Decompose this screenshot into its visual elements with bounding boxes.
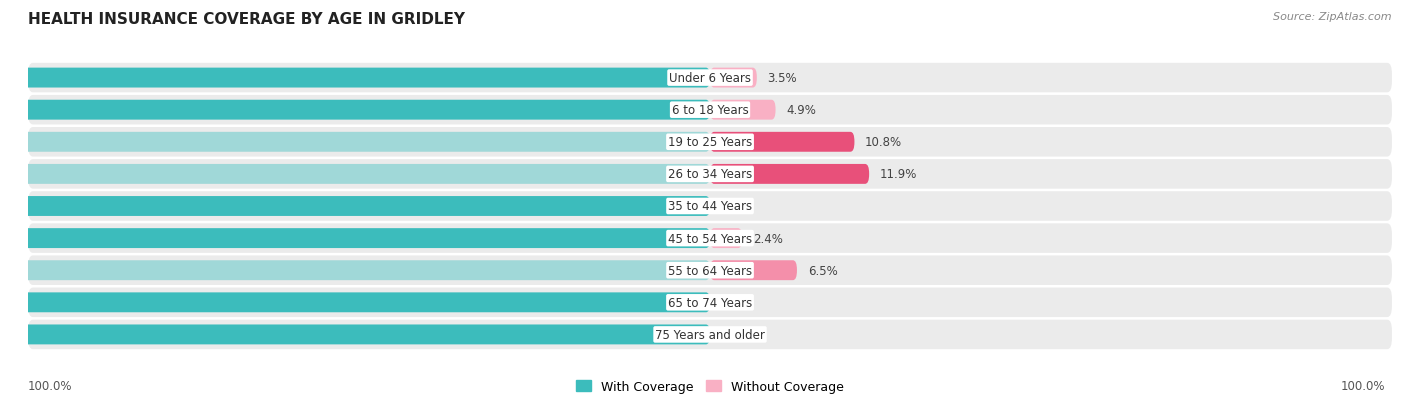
FancyBboxPatch shape [710,69,756,88]
Text: 4.9%: 4.9% [786,104,815,117]
FancyBboxPatch shape [0,325,710,344]
Text: 2.4%: 2.4% [752,232,783,245]
FancyBboxPatch shape [0,164,710,184]
FancyBboxPatch shape [28,320,1392,349]
FancyBboxPatch shape [28,224,1392,253]
FancyBboxPatch shape [0,69,710,88]
FancyBboxPatch shape [28,128,1392,157]
Text: 65 to 74 Years: 65 to 74 Years [668,296,752,309]
Text: 6.5%: 6.5% [807,264,838,277]
Text: 6 to 18 Years: 6 to 18 Years [672,104,748,117]
Text: 11.9%: 11.9% [880,168,917,181]
Text: 10.8%: 10.8% [865,136,903,149]
FancyBboxPatch shape [28,256,1392,285]
FancyBboxPatch shape [0,229,710,249]
FancyBboxPatch shape [28,160,1392,189]
FancyBboxPatch shape [0,261,710,280]
Text: 3.5%: 3.5% [768,72,797,85]
FancyBboxPatch shape [28,288,1392,317]
FancyBboxPatch shape [710,229,742,249]
FancyBboxPatch shape [710,261,797,280]
Text: 26 to 34 Years: 26 to 34 Years [668,168,752,181]
FancyBboxPatch shape [0,100,710,120]
Text: 0.0%: 0.0% [721,200,751,213]
FancyBboxPatch shape [28,96,1392,125]
FancyBboxPatch shape [0,197,710,216]
Text: 75 Years and older: 75 Years and older [655,328,765,341]
FancyBboxPatch shape [710,133,855,152]
FancyBboxPatch shape [28,64,1392,93]
FancyBboxPatch shape [0,293,710,313]
FancyBboxPatch shape [0,133,710,152]
FancyBboxPatch shape [710,164,869,184]
Text: 0.0%: 0.0% [721,296,751,309]
FancyBboxPatch shape [710,100,776,120]
Text: 100.0%: 100.0% [28,380,73,392]
Text: 0.0%: 0.0% [721,328,751,341]
Text: Source: ZipAtlas.com: Source: ZipAtlas.com [1274,12,1392,22]
Legend: With Coverage, Without Coverage: With Coverage, Without Coverage [571,375,849,398]
Text: Under 6 Years: Under 6 Years [669,72,751,85]
Text: 100.0%: 100.0% [1340,380,1385,392]
Text: HEALTH INSURANCE COVERAGE BY AGE IN GRIDLEY: HEALTH INSURANCE COVERAGE BY AGE IN GRID… [28,12,465,27]
Text: 19 to 25 Years: 19 to 25 Years [668,136,752,149]
Text: 55 to 64 Years: 55 to 64 Years [668,264,752,277]
Text: 45 to 54 Years: 45 to 54 Years [668,232,752,245]
FancyBboxPatch shape [28,192,1392,221]
Text: 35 to 44 Years: 35 to 44 Years [668,200,752,213]
